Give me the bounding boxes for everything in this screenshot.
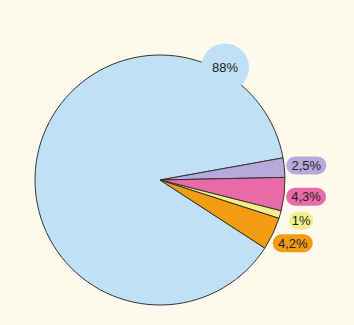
svg-text:4,3%: 4,3% bbox=[291, 189, 321, 204]
svg-text:1%: 1% bbox=[292, 213, 311, 228]
svg-text:4,2%: 4,2% bbox=[278, 236, 308, 251]
svg-text:88%: 88% bbox=[212, 60, 238, 75]
svg-text:2,5%: 2,5% bbox=[291, 158, 321, 173]
